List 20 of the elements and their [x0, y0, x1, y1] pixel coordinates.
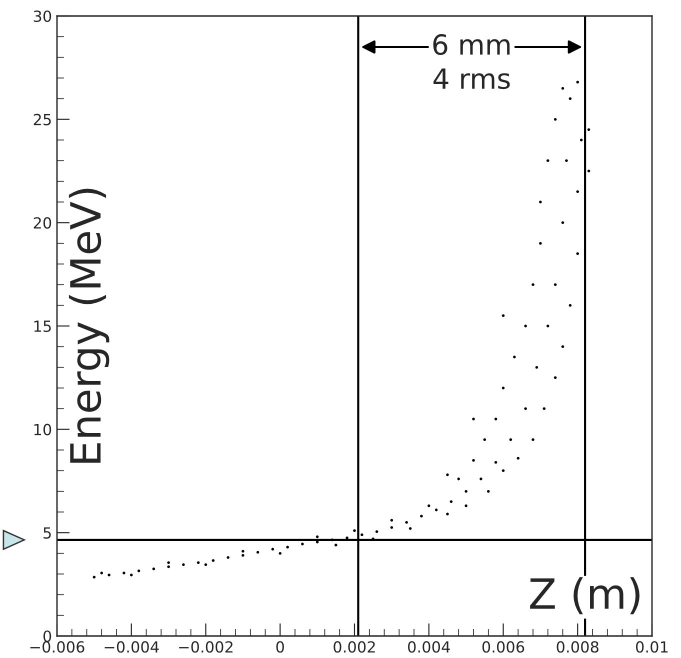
- x-axis-title: Z (m): [530, 577, 640, 614]
- x-tick-label: −0.002: [179, 641, 232, 653]
- y-tick-label: 10: [34, 424, 52, 436]
- y-tick-label: 15: [34, 320, 51, 332]
- x-tick-label: 0: [276, 641, 284, 653]
- y-tick-label: 20: [34, 217, 52, 229]
- x-tick-label: −0.004: [104, 641, 159, 653]
- y-tick-label: 25: [34, 114, 51, 126]
- y-tick-label: 0: [43, 630, 52, 642]
- x-tick-label: −0.006: [30, 641, 84, 653]
- annotation: 6 mm: [433, 34, 510, 56]
- y-tick-label: 30: [34, 10, 52, 22]
- y-tick-label: 5: [44, 527, 51, 539]
- x-tick-label: 0.006: [482, 641, 524, 653]
- y-axis-title: Energy (MeV): [68, 188, 110, 463]
- x-tick-label: 0.01: [636, 641, 668, 653]
- x-tick-label: 0.002: [334, 641, 375, 653]
- x-tick-label: 0.004: [408, 641, 450, 653]
- annotation: 4 rms: [434, 68, 510, 90]
- x-tick-label: 0.008: [556, 641, 598, 653]
